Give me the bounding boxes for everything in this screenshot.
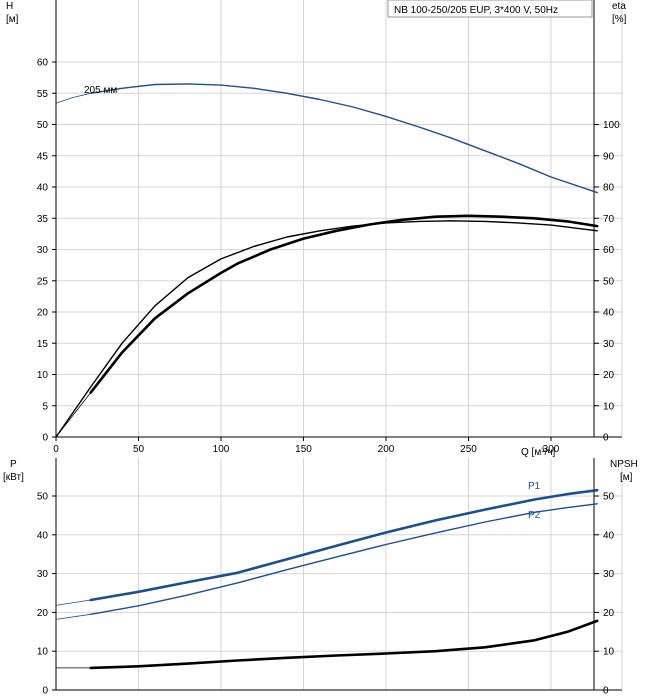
series-extension-line — [55, 392, 92, 438]
x-tick-label: 150 — [295, 444, 312, 455]
q-axis-label: Q [м³/ч] — [521, 447, 556, 458]
left-tick-label: 20 — [37, 308, 49, 319]
right-tick-label: 30 — [603, 339, 615, 350]
x-tick-label: 300 — [543, 444, 560, 455]
left-tick-label: 45 — [37, 151, 49, 162]
right-tick-label: 40 — [603, 308, 615, 319]
series-line-0-2 — [89, 214, 599, 394]
left-tick-label: 10 — [37, 647, 49, 658]
left-tick-label: 30 — [37, 569, 49, 580]
series-line-0-1 — [55, 220, 598, 438]
left-tick-label: 10 — [37, 370, 49, 381]
eta-axis-label: eta — [612, 1, 626, 12]
left-tick-label: 0 — [42, 433, 48, 444]
left-tick-label: 20 — [37, 608, 49, 619]
series-extension-line — [55, 599, 91, 606]
x-tick-label: 50 — [133, 444, 145, 455]
p-axis-label: P — [10, 459, 17, 470]
left-tick-label: 50 — [37, 492, 49, 503]
npsh-axis-label: NPSH — [610, 459, 638, 470]
right-tick-label: 50 — [603, 276, 615, 287]
h-axis-unit: [м] — [6, 14, 19, 25]
series-line-1-2 — [89, 619, 599, 670]
right-tick-label: 10 — [603, 647, 615, 658]
series-line-1-0 — [89, 488, 599, 602]
left-tick-label: 40 — [37, 530, 49, 541]
npsh-axis-unit: [м] — [620, 472, 633, 483]
left-tick-label: 25 — [37, 276, 49, 287]
right-tick-label: 50 — [603, 492, 615, 503]
x-tick-label: 200 — [378, 444, 395, 455]
left-tick-label: 40 — [37, 183, 49, 194]
p-axis-unit: [кВт] — [3, 472, 24, 483]
right-tick-label: 80 — [603, 183, 615, 194]
left-tick-label: 35 — [37, 214, 49, 225]
right-tick-label: 20 — [603, 608, 615, 619]
left-tick-label: 15 — [37, 339, 49, 350]
left-tick-label: 60 — [37, 58, 49, 69]
left-tick-label: 30 — [37, 245, 49, 256]
x-tick-label: 250 — [460, 444, 477, 455]
series-extension-line — [55, 613, 91, 620]
series-extension-line — [55, 92, 91, 104]
right-tick-label: 100 — [603, 120, 620, 131]
eta-axis-unit: [%] — [612, 14, 627, 25]
right-tick-label: 40 — [603, 530, 615, 541]
x-tick-label: 0 — [53, 444, 59, 455]
right-tick-label: 0 — [603, 433, 609, 444]
right-tick-label: 70 — [603, 214, 615, 225]
right-tick-label: 20 — [603, 370, 615, 381]
series-line-0-0 — [89, 83, 598, 194]
right-tick-label: 30 — [603, 569, 615, 580]
left-tick-label: 0 — [42, 686, 48, 697]
title-box — [387, 0, 593, 18]
series-label-p2: P2 — [528, 510, 541, 521]
right-tick-label: 90 — [603, 151, 615, 162]
left-tick-label: 5 — [42, 401, 48, 412]
right-tick-label: 60 — [603, 245, 615, 256]
impeller-diameter-label: 205 мм — [84, 85, 117, 96]
series-label-p1: P1 — [528, 481, 541, 492]
x-tick-label: 100 — [213, 444, 230, 455]
right-tick-label: 0 — [603, 686, 609, 697]
h-axis-label: H — [6, 1, 13, 12]
series-line-1-1 — [89, 503, 598, 615]
chart-title: NB 100-250/205 EUP, 3*400 V, 50Hz — [394, 5, 558, 16]
left-tick-label: 50 — [37, 120, 49, 131]
right-tick-label: 10 — [603, 401, 615, 412]
left-tick-label: 55 — [37, 89, 49, 100]
